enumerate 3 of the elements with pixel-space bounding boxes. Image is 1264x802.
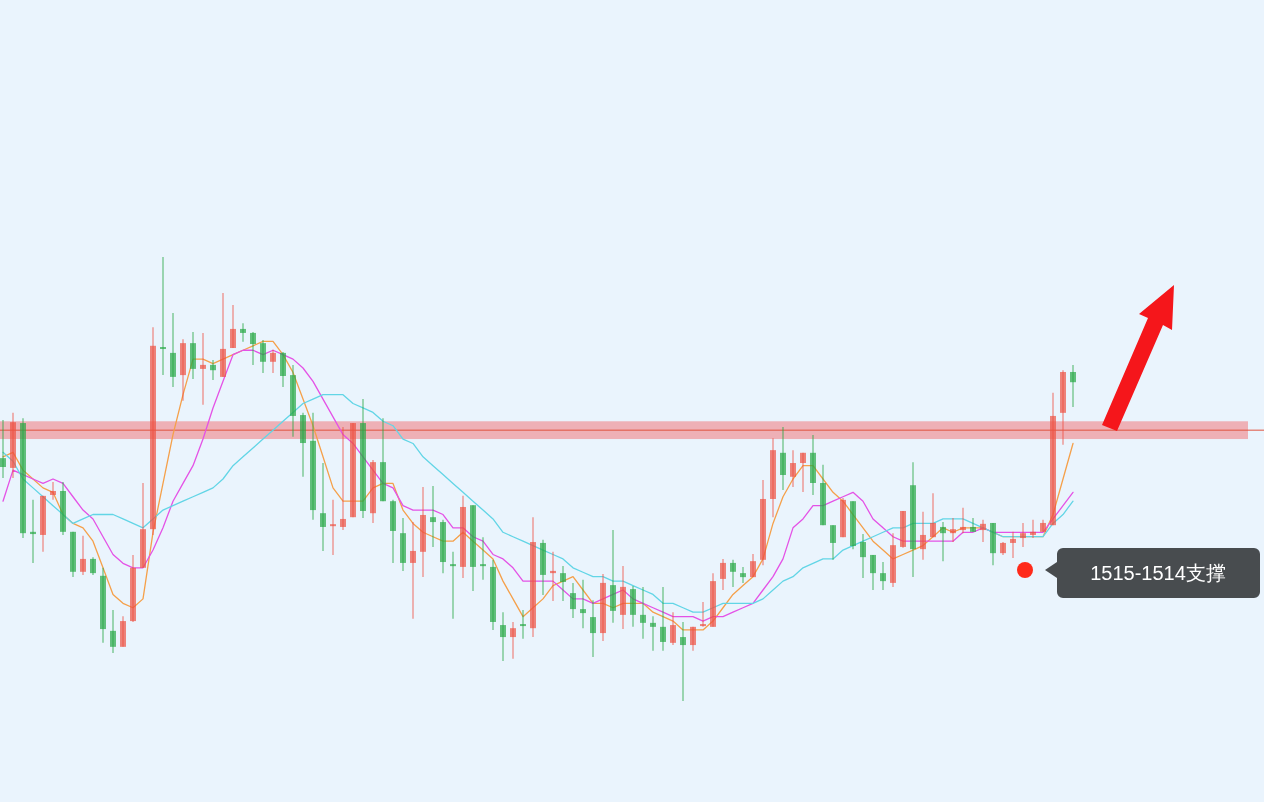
text: 1515-1514支撑	[1090, 562, 1226, 584]
candlestick	[740, 566, 746, 584]
candlestick	[50, 481, 56, 501]
